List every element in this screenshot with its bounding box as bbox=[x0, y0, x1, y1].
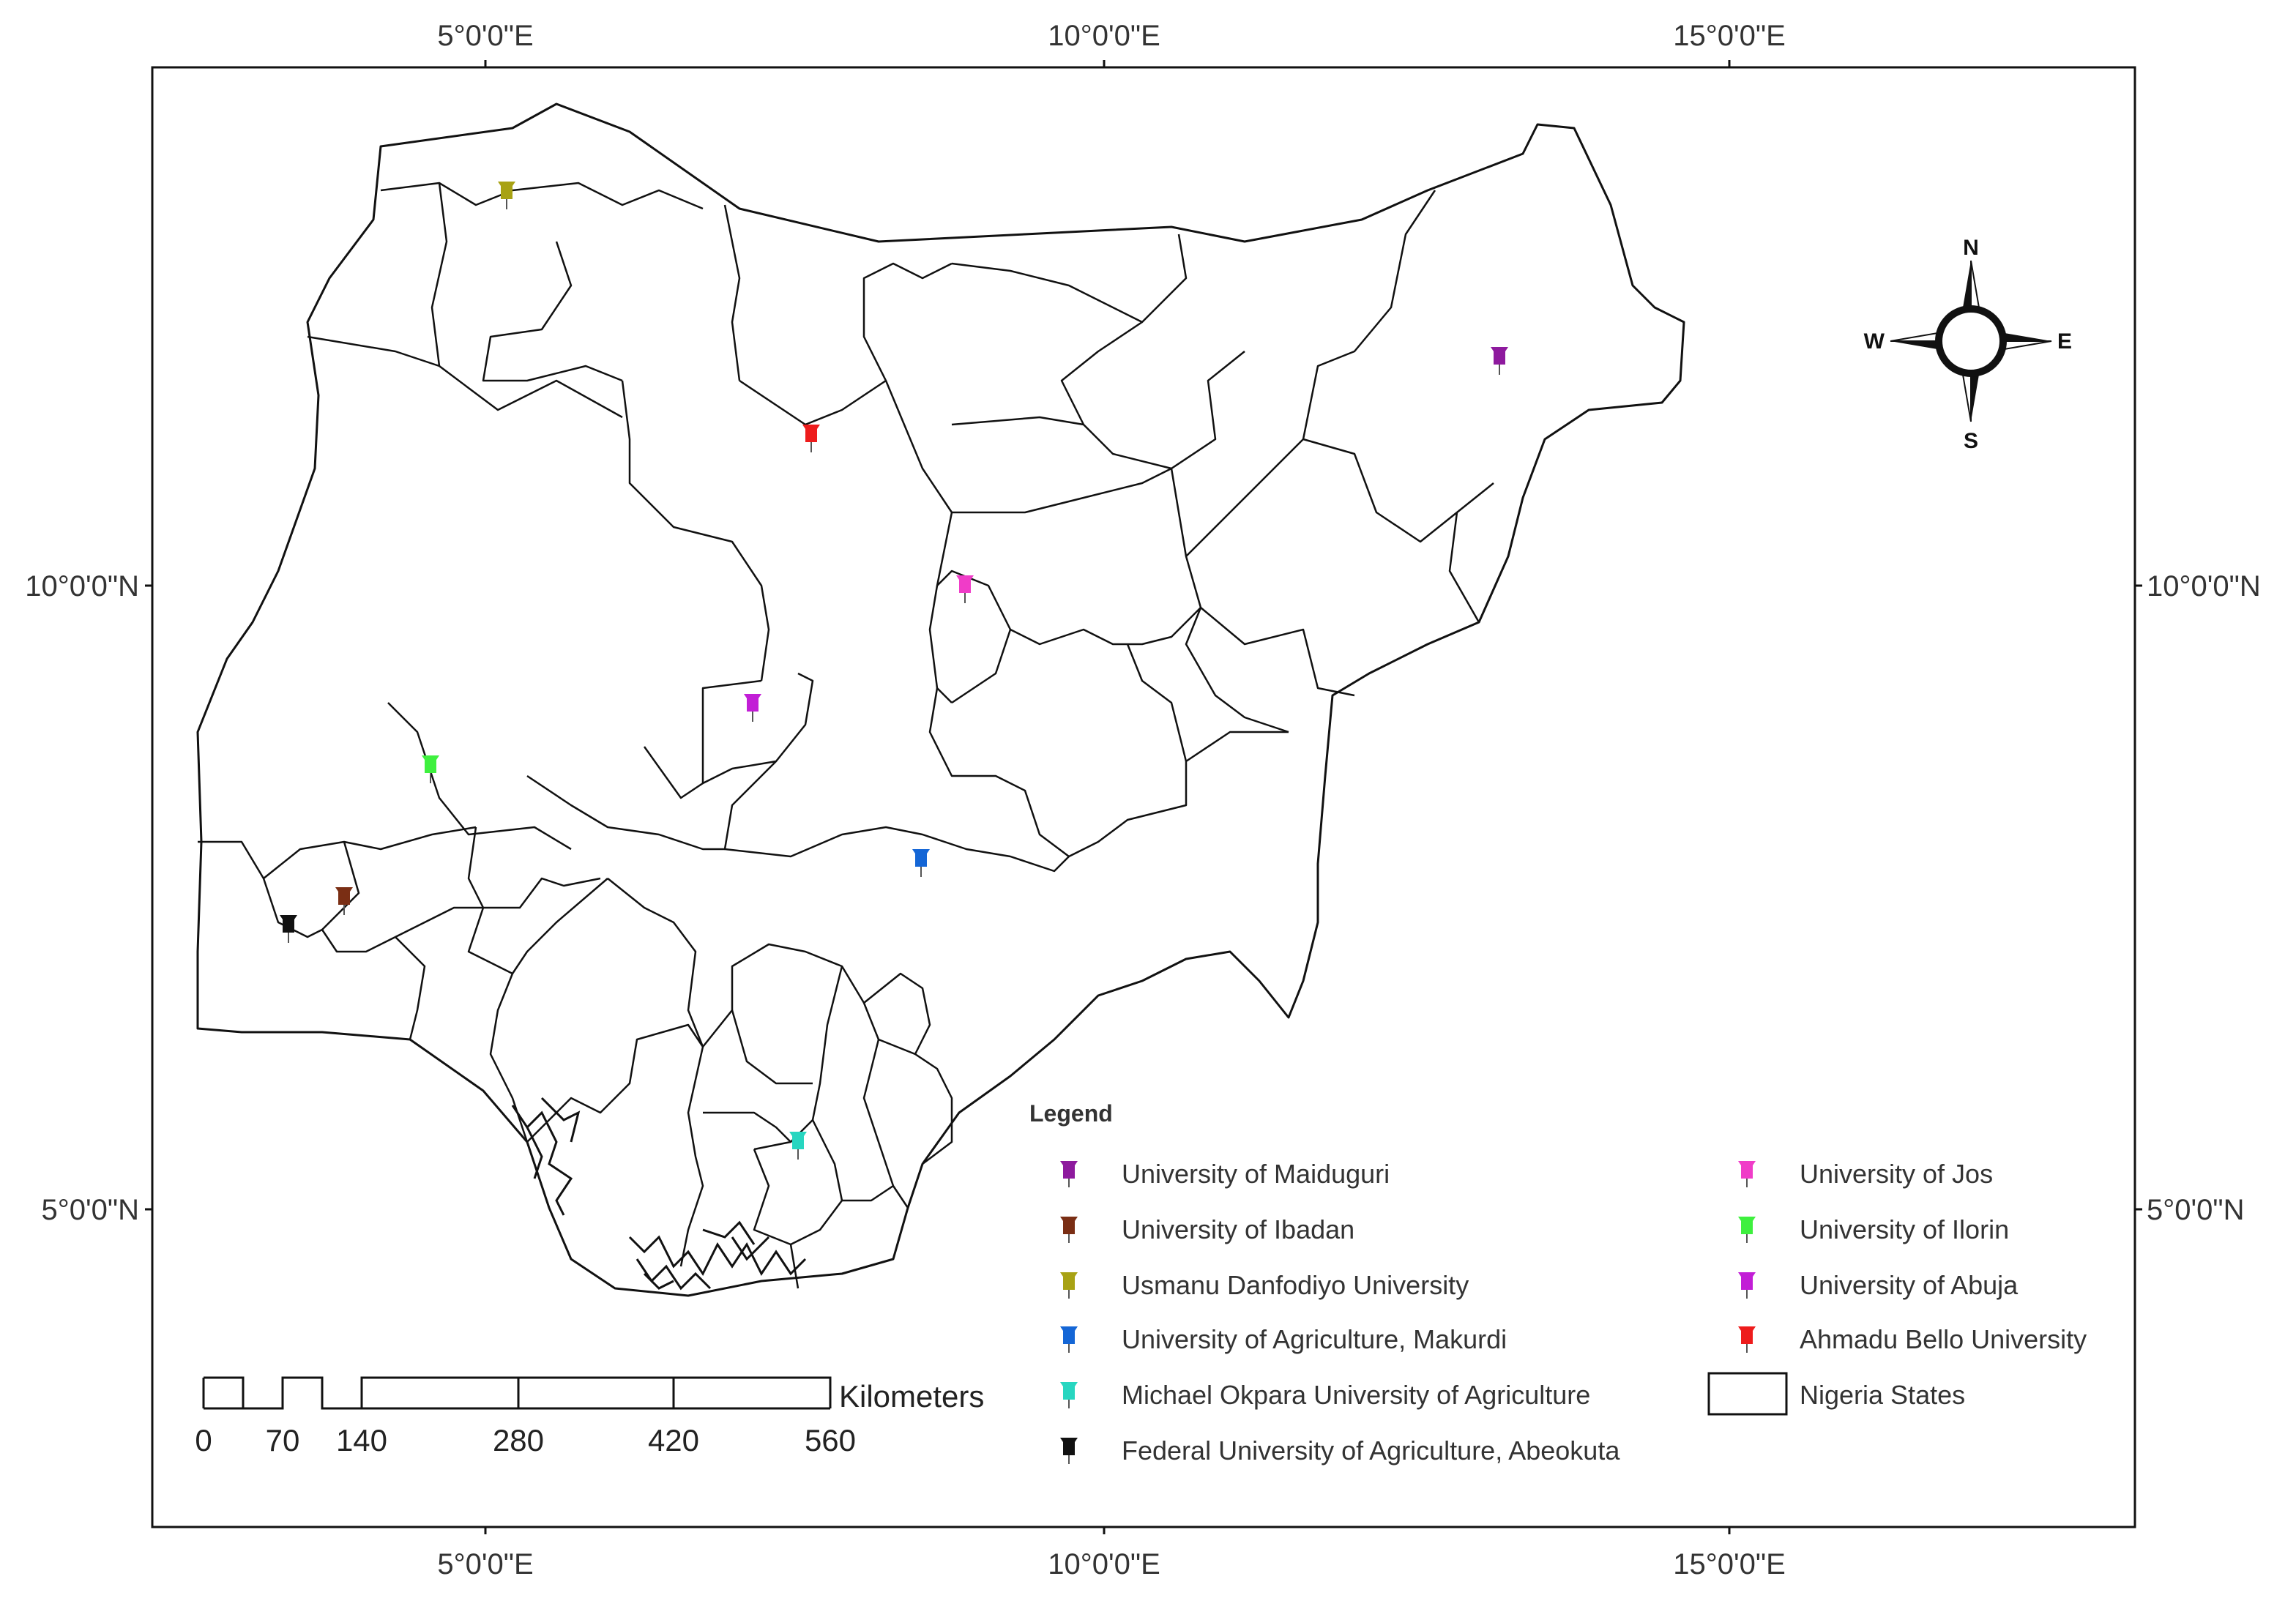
legend-item: Ahmadu Bello University bbox=[1738, 1324, 2087, 1354]
compass-south-label: S bbox=[1964, 429, 1978, 453]
scale-bar-tick: 70 bbox=[266, 1423, 300, 1457]
left-tick-label: 5°0'0"N bbox=[42, 1194, 139, 1226]
scale-bar-tick: 280 bbox=[493, 1423, 544, 1457]
marker-ahmadu-bello-university[interactable] bbox=[802, 425, 820, 452]
scale-bar-unit: Kilometers bbox=[839, 1379, 984, 1414]
legend-item-label: Ahmadu Bello University bbox=[1800, 1324, 2087, 1354]
legend-item: University of Maiduguri bbox=[1060, 1159, 1390, 1189]
top-tick-label: 15°0'0"E bbox=[1673, 20, 1786, 52]
marker-federal-university-abeokuta[interactable] bbox=[280, 915, 297, 943]
marker-usmanu-danfodiyo-university[interactable] bbox=[498, 182, 515, 209]
legend-item-label: Usmanu Danfodiyo University bbox=[1122, 1270, 1469, 1300]
graticule-ticks bbox=[145, 60, 2142, 1534]
university-markers bbox=[280, 182, 1508, 1160]
right-tick-label: 10°0'0"N bbox=[2147, 570, 2261, 602]
marker-university-of-ilorin[interactable] bbox=[422, 755, 439, 783]
north-arrow-icon: N S E W bbox=[1864, 236, 2072, 453]
top-tick-label: 10°0'0"E bbox=[1048, 20, 1160, 52]
left-tick-label: 10°0'0"N bbox=[25, 570, 139, 602]
legend-item-label: Michael Okpara University of Agriculture bbox=[1122, 1380, 1590, 1410]
marker-university-of-maiduguri[interactable] bbox=[1491, 347, 1508, 375]
legend-title: Legend bbox=[1029, 1100, 1113, 1127]
map-frame bbox=[151, 66, 2136, 1528]
marker-university-of-ibadan[interactable] bbox=[335, 887, 353, 915]
legend-item-boundary: Nigeria States bbox=[1707, 1372, 1965, 1416]
bottom-tick-label: 10°0'0"E bbox=[1048, 1548, 1160, 1580]
legend-item-label: University of Jos bbox=[1800, 1159, 1993, 1189]
legend-item-label: University of Abuja bbox=[1800, 1270, 2019, 1300]
compass-north-label: N bbox=[1963, 236, 1979, 260]
delta-coastline bbox=[511, 1097, 807, 1291]
legend-item: Usmanu Danfodiyo University bbox=[1060, 1270, 1469, 1300]
scale-bar-tick: 420 bbox=[648, 1423, 699, 1457]
scale-bar-tick: 0 bbox=[195, 1423, 212, 1457]
compass-east-label: E bbox=[2057, 329, 2072, 354]
legend-item: University of Agriculture, Makurdi bbox=[1060, 1324, 1507, 1354]
legend-item: University of Ilorin bbox=[1738, 1214, 2009, 1244]
legend-item-label: Federal University of Agriculture, Abeok… bbox=[1122, 1435, 1620, 1466]
legend: Legend University of Maiduguri Universit… bbox=[1029, 1100, 2087, 1466]
marker-university-of-agriculture-makurdi[interactable] bbox=[912, 849, 930, 877]
scale-bar-tick: 560 bbox=[805, 1423, 856, 1457]
bottom-tick-label: 5°0'0"E bbox=[437, 1548, 533, 1580]
top-tick-label: 5°0'0"E bbox=[437, 20, 533, 52]
scale-bar-tick: 140 bbox=[336, 1423, 387, 1457]
marker-university-of-abuja[interactable] bbox=[744, 694, 761, 722]
legend-item: University of Ibadan bbox=[1060, 1214, 1354, 1244]
legend-item: University of Jos bbox=[1738, 1159, 1993, 1189]
legend-item: Michael Okpara University of Agriculture bbox=[1060, 1380, 1590, 1410]
legend-boundary-label: Nigeria States bbox=[1800, 1380, 1965, 1410]
marker-michael-okpara-university[interactable] bbox=[789, 1132, 807, 1160]
legend-item-label: University of Ibadan bbox=[1122, 1214, 1354, 1244]
nigeria-outline bbox=[196, 102, 1685, 1297]
legend-item: University of Abuja bbox=[1738, 1270, 2019, 1300]
scale-bar bbox=[202, 1376, 832, 1410]
marker-university-of-jos[interactable] bbox=[956, 575, 974, 603]
compass-west-label: W bbox=[1864, 329, 1885, 354]
bottom-tick-label: 15°0'0"E bbox=[1673, 1548, 1786, 1580]
right-tick-label: 5°0'0"N bbox=[2147, 1194, 2244, 1226]
legend-item: Federal University of Agriculture, Abeok… bbox=[1060, 1435, 1620, 1466]
legend-item-label: University of Ilorin bbox=[1800, 1214, 2009, 1244]
legend-item-label: University of Agriculture, Makurdi bbox=[1122, 1324, 1507, 1354]
legend-item-label: University of Maiduguri bbox=[1122, 1159, 1390, 1189]
state-boundaries bbox=[198, 182, 1494, 1289]
